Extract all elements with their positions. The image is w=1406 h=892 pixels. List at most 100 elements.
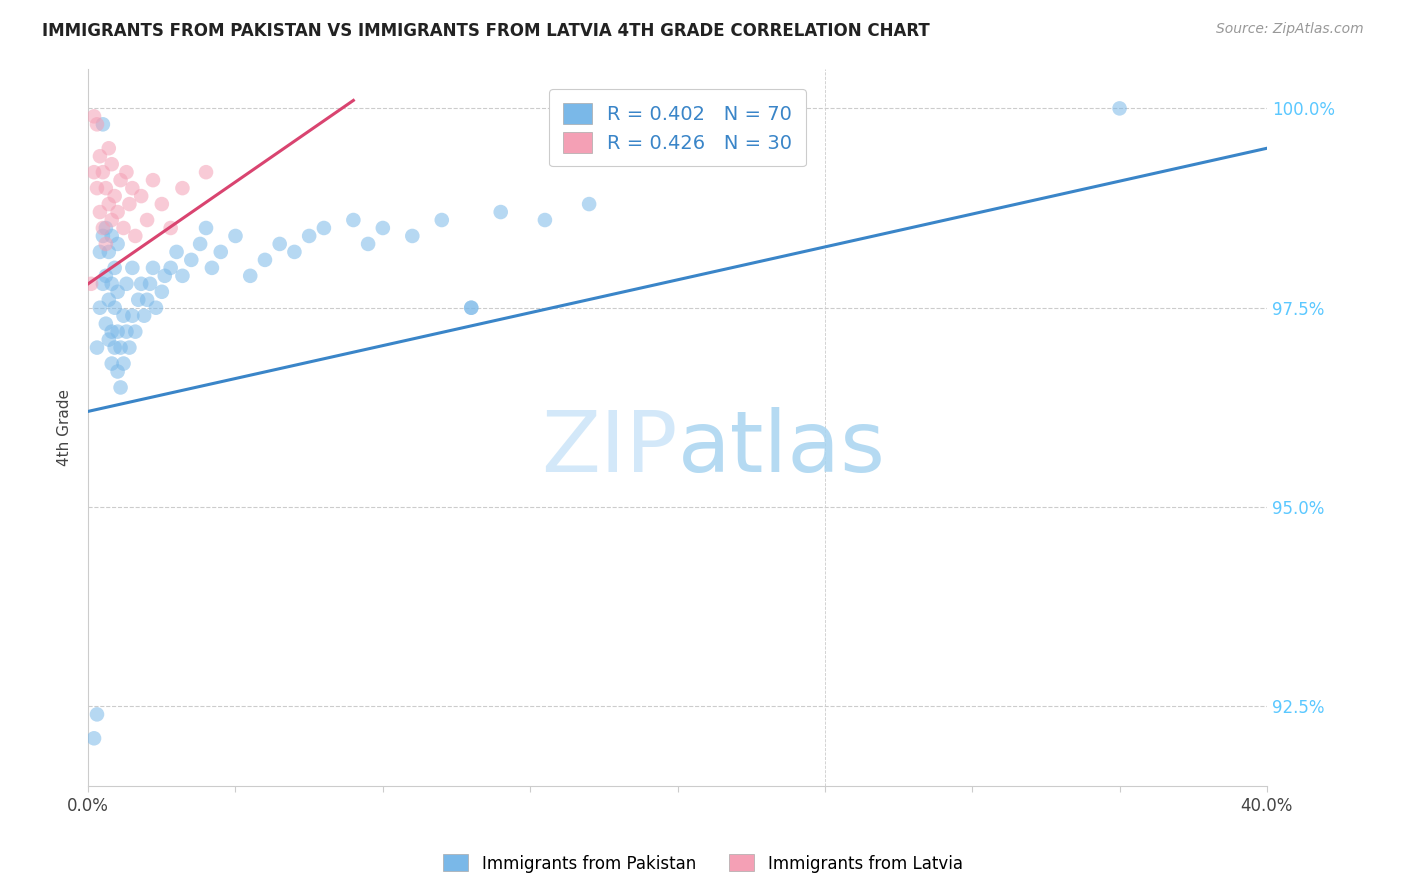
Point [180,252,202,267]
Point [371,221,394,235]
Text: IMMIGRANTS FROM PAKISTAN VS IMMIGRANTS FROM LATVIA 4TH GRADE CORRELATION CHART: IMMIGRANTS FROM PAKISTAN VS IMMIGRANTS F… [42,22,929,40]
Point [100,229,122,244]
Point [209,244,232,259]
Point [83,165,105,179]
Point [100,213,122,227]
Point [107,364,129,378]
Point [401,229,423,244]
Point [172,268,194,283]
Point [195,221,218,235]
Y-axis label: 4th Grade: 4th Grade [58,389,72,466]
Point [121,309,143,323]
Point [172,181,194,195]
Point [578,197,600,211]
Point [357,236,380,251]
Point [107,236,129,251]
Point [142,260,165,275]
Point [100,277,122,291]
Point [121,260,143,275]
Point [224,229,246,244]
Point [127,293,149,307]
Point [94,268,117,283]
Point [107,205,129,219]
Point [110,380,132,394]
Point [112,221,135,235]
Point [91,165,114,179]
Point [115,277,138,291]
Point [112,357,135,371]
Point [159,221,181,235]
Point [134,309,156,323]
Point [115,325,138,339]
Legend: Immigrants from Pakistan, Immigrants from Latvia: Immigrants from Pakistan, Immigrants fro… [437,847,969,880]
Point [166,244,188,259]
Point [100,325,122,339]
Point [124,325,146,339]
Point [97,333,120,347]
Point [283,244,305,259]
Point [110,341,132,355]
Point [112,309,135,323]
Point [298,229,321,244]
Point [83,731,105,746]
Point [97,293,120,307]
Text: ZIP: ZIP [541,408,678,491]
Point [91,229,114,244]
Point [201,260,224,275]
Point [91,277,114,291]
Point [312,221,335,235]
Point [110,173,132,187]
Point [118,197,141,211]
Point [142,173,165,187]
Point [153,268,176,283]
Point [97,141,120,155]
Point [94,221,117,235]
Point [115,165,138,179]
Point [86,117,108,131]
Point [342,213,364,227]
Point [150,197,173,211]
Point [97,244,120,259]
Point [107,325,129,339]
Point [89,244,111,259]
Point [1108,102,1130,116]
Point [150,285,173,299]
Point [121,181,143,195]
Point [460,301,482,315]
Point [86,341,108,355]
Point [104,301,127,315]
Point [86,181,108,195]
Point [129,189,152,203]
Point [104,260,127,275]
Point [107,285,129,299]
Point [89,149,111,163]
Legend: R = 0.402   N = 70, R = 0.426   N = 30: R = 0.402 N = 70, R = 0.426 N = 30 [550,89,806,167]
Point [104,189,127,203]
Point [89,301,111,315]
Point [94,236,117,251]
Point [124,229,146,244]
Point [195,165,218,179]
Point [159,260,181,275]
Point [83,109,105,123]
Point [100,357,122,371]
Point [118,341,141,355]
Point [489,205,512,219]
Point [145,301,167,315]
Point [80,277,103,291]
Text: Source: ZipAtlas.com: Source: ZipAtlas.com [1216,22,1364,37]
Point [97,197,120,211]
Point [94,181,117,195]
Point [94,317,117,331]
Point [89,205,111,219]
Point [91,117,114,131]
Point [239,268,262,283]
Point [104,341,127,355]
Point [430,213,453,227]
Point [91,221,114,235]
Point [100,157,122,171]
Point [188,236,211,251]
Point [269,236,291,251]
Point [129,277,152,291]
Point [136,213,159,227]
